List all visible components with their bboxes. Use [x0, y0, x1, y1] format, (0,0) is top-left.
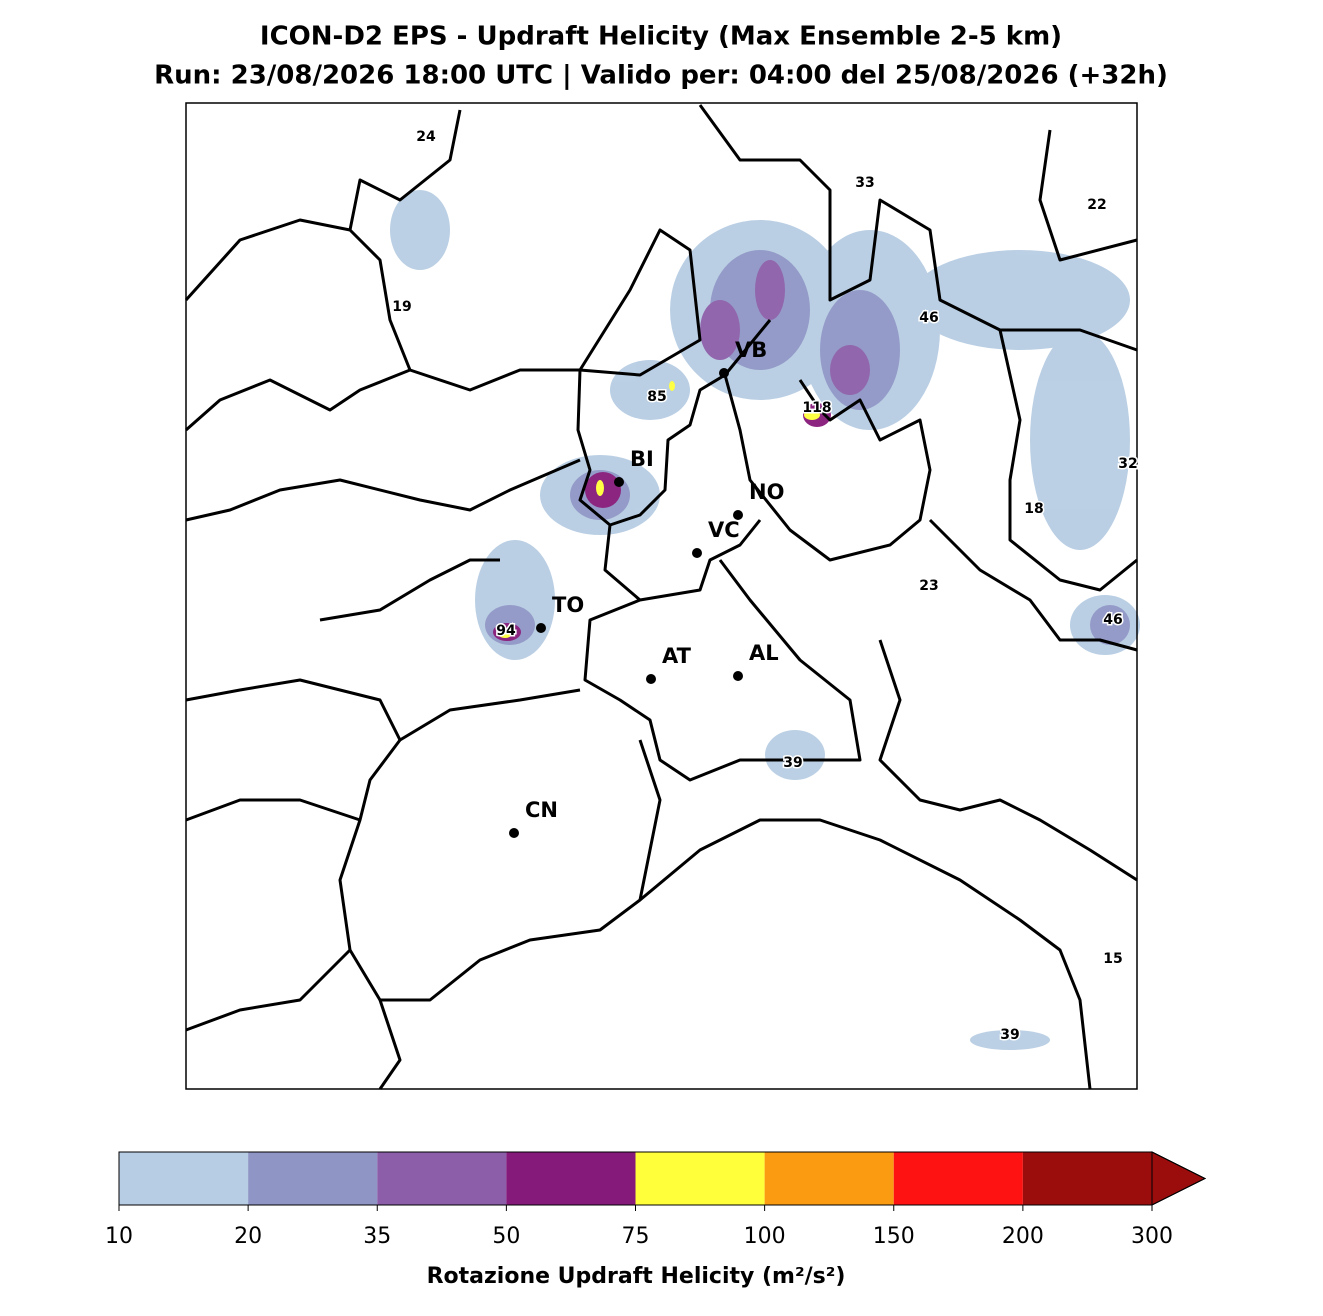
max-value-label: 22: [1087, 197, 1106, 213]
city-label: AL: [749, 641, 779, 665]
colorbar-tick-label: 150: [873, 1224, 915, 1249]
city-label: AT: [662, 644, 692, 668]
city-dot: [692, 548, 702, 558]
colorbar-segment: [764, 1152, 894, 1205]
city-label: TO: [552, 593, 584, 617]
max-value-label: 19: [392, 299, 411, 315]
colorbar-tick-label: 75: [622, 1224, 650, 1249]
map: VB BI NO VC TO AT AL CN 24 33 22 19 46 85 118 32 18 23 94…: [184, 102, 1140, 1090]
max-labels: 24 33 22 19 46 85 118 32 18 23 94 46 39 15 39: [391, 128, 1139, 1045]
city-label: NO: [749, 480, 784, 504]
city-dot: [719, 368, 729, 378]
city-dot: [646, 674, 656, 684]
colorbar-segment: [635, 1152, 765, 1205]
city-label: VC: [708, 518, 740, 542]
max-value-label: 23: [919, 578, 938, 594]
max-value-label: 94: [496, 623, 516, 639]
max-value-label: 39: [783, 755, 802, 771]
colorbar-extend: [1151, 1151, 1207, 1206]
colorbar-tick-label: 300: [1131, 1224, 1173, 1249]
colorbar-segment: [248, 1152, 378, 1205]
max-value-label: 33: [855, 175, 874, 191]
colorbar-segment: [1022, 1152, 1152, 1205]
boundaries: [184, 104, 1138, 1090]
colorbar-label: Rotazione Updraft Helicity (m²/s²): [427, 1264, 846, 1289]
city-dot: [733, 510, 743, 520]
colorbar-tick-label: 50: [492, 1224, 520, 1249]
map-frame: [185, 102, 1138, 1090]
max-value-label: 24: [416, 129, 436, 145]
city-dot: [614, 477, 624, 487]
colorbar-segment: [377, 1152, 507, 1205]
max-value-label: 85: [647, 389, 666, 405]
city-label: VB: [735, 338, 767, 362]
colorbar-segment: [893, 1152, 1023, 1205]
max-value-label: 18: [1024, 501, 1043, 517]
city-dot: [733, 671, 743, 681]
colorbar-tick-label: 200: [1002, 1224, 1044, 1249]
colorbar-outline: [118, 1151, 1207, 1206]
max-value-label: 32: [1118, 456, 1137, 472]
city-dot: [536, 623, 546, 633]
colorbar-segment: [506, 1152, 636, 1205]
city-dot: [509, 828, 519, 838]
colorbar-tick-label: 35: [363, 1224, 391, 1249]
colorbar-tick-label: 100: [744, 1224, 786, 1249]
colorbar-tick-label: 20: [234, 1224, 262, 1249]
title: ICON-D2 EPS - Updraft Helicity (Max Ense…: [260, 22, 1062, 52]
city-label: BI: [630, 447, 654, 471]
colorbar-segment: [119, 1152, 249, 1205]
max-value-label: 15: [1103, 951, 1122, 967]
city-label: CN: [525, 798, 558, 822]
max-value-label: 39: [1000, 1027, 1019, 1043]
helicity-field: [390, 190, 1140, 1050]
colorbar: 10 20 35 50 75 100 150 200 300: [105, 1151, 1207, 1249]
max-value-label: 46: [1103, 612, 1122, 628]
subtitle: Run: 23/08/2026 18:00 UTC | Valido per: …: [154, 61, 1168, 91]
max-value-label: 46: [919, 310, 938, 326]
city-markers: VB BI NO VC TO AT AL CN: [509, 338, 784, 838]
max-value-label: 118: [802, 400, 831, 416]
colorbar-tick-label: 10: [105, 1224, 133, 1249]
